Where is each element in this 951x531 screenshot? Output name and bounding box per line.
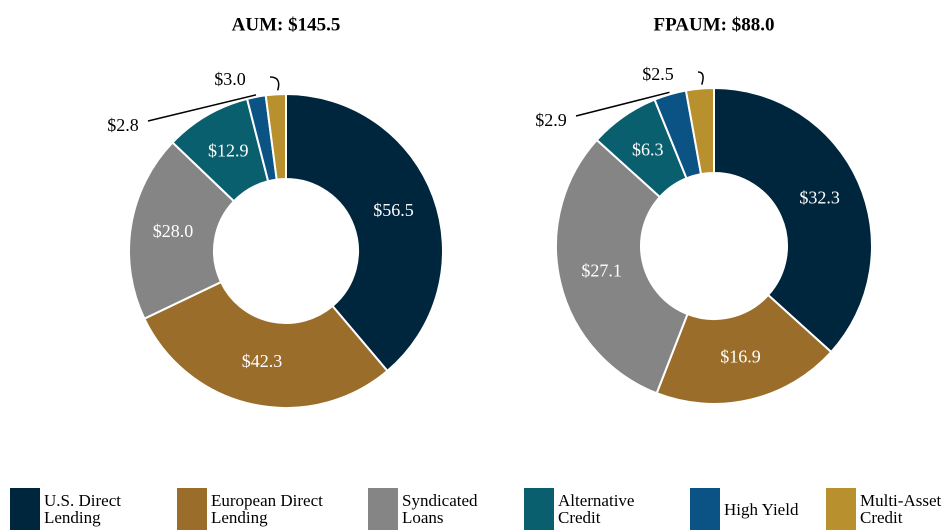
slice (555, 138, 689, 395)
legend-swatch (524, 488, 554, 530)
slice-label: $16.9 (720, 347, 761, 367)
legend-label: Alternative Credit (558, 491, 635, 527)
legend-label: European Direct Lending (211, 491, 323, 527)
legend: U.S. Direct Lending European Direct Lendi… (0, 488, 951, 531)
slice-label: $2.8 (107, 115, 139, 135)
slice (128, 141, 236, 321)
slice (684, 86, 715, 176)
legend-swatch (10, 488, 40, 530)
legend-item: European Direct Lending (177, 488, 351, 530)
leader-line (575, 91, 670, 117)
slice-label: $12.9 (208, 140, 249, 160)
slice-label: $2.5 (642, 64, 674, 84)
slice-label: $6.3 (632, 139, 664, 159)
leader-line (269, 76, 280, 91)
slice (655, 293, 833, 405)
slice-label: $56.5 (373, 200, 414, 220)
slice-label: $32.3 (799, 187, 840, 207)
legend-label: Multi-Asset Credit (860, 491, 942, 527)
legend-label: High Yield (724, 499, 799, 519)
legend-label: Syndicated Loans (402, 491, 478, 527)
charts: AUM: $145.5 $56.5 $42.3 $28.0 $12.9 $2.8 $3.0 F… (107, 14, 873, 409)
chart-title: FPAUM: $88.0 (653, 14, 774, 35)
slice (264, 92, 287, 181)
legend-swatch (690, 488, 720, 530)
legend-swatch (826, 488, 856, 530)
slice (713, 86, 873, 354)
legend-label: U.S. Direct Lending (44, 491, 121, 527)
legend-item: Multi-Asset Credit (826, 488, 951, 530)
slice-label: $42.3 (242, 351, 283, 371)
slice-label: $28.0 (153, 221, 194, 241)
slice-label: $2.9 (535, 110, 567, 130)
legend-item: U.S. Direct Lending (10, 488, 134, 530)
leader-line (697, 71, 704, 85)
slice (143, 280, 389, 409)
legend-item: Syndicated Loans (368, 488, 492, 530)
legend-item: Alternative Credit (524, 488, 648, 530)
slice-label: $3.0 (214, 69, 246, 89)
legend-swatch (368, 488, 398, 530)
chart-title: AUM: $145.5 (232, 14, 341, 35)
slice-label: $27.1 (581, 261, 622, 281)
leader-line (147, 94, 257, 122)
legend-swatch (177, 488, 207, 530)
legend-item: High Yield (690, 488, 844, 530)
slice (285, 92, 444, 373)
